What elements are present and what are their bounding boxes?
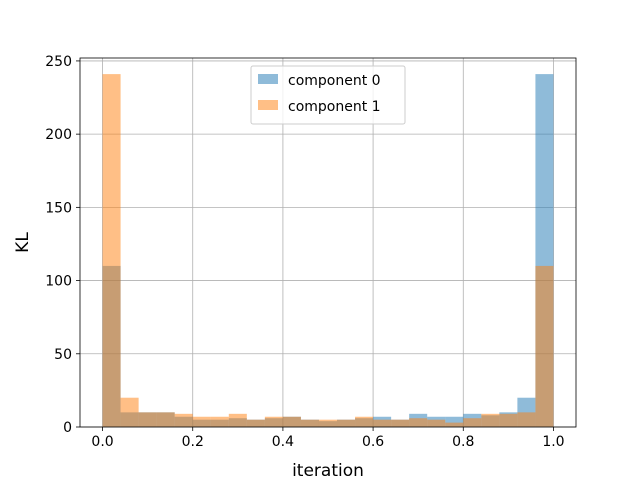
x-tick-label: 0.8 bbox=[452, 434, 474, 450]
bar-component-1 bbox=[535, 265, 554, 427]
bar-component-1 bbox=[264, 416, 283, 427]
legend: component 0 component 1 bbox=[250, 65, 406, 125]
bar-component-1 bbox=[481, 413, 500, 427]
bar-component-1 bbox=[282, 416, 301, 427]
y-tick-label: 150 bbox=[45, 200, 72, 216]
y-tick-label: 0 bbox=[63, 420, 72, 436]
x-tick-label: 1.0 bbox=[542, 434, 564, 450]
legend-label-component-0: component 0 bbox=[288, 73, 381, 89]
bar-component-1 bbox=[210, 416, 229, 427]
plot-frame bbox=[79, 57, 577, 428]
bar-component-1 bbox=[300, 419, 319, 427]
bar-component-1 bbox=[174, 413, 193, 427]
bar-component-1 bbox=[391, 419, 410, 427]
bar-component-1 bbox=[409, 418, 428, 427]
y-tick-label: 250 bbox=[45, 54, 72, 70]
bar-component-1 bbox=[463, 418, 482, 427]
x-tick-label: 0.6 bbox=[362, 434, 384, 450]
x-tick-label: 0.0 bbox=[91, 434, 113, 450]
bar-component-1 bbox=[373, 419, 392, 427]
x-tick-label: 0.4 bbox=[272, 434, 294, 450]
bars bbox=[102, 74, 554, 427]
bar-component-1 bbox=[228, 413, 247, 427]
x-tick-label: 0.2 bbox=[182, 434, 204, 450]
legend-swatch-component-1 bbox=[258, 100, 278, 110]
bar-component-0 bbox=[445, 416, 464, 427]
bar-component-1 bbox=[318, 419, 338, 427]
bar-component-1 bbox=[246, 419, 265, 427]
axis-ticks: 0.0 0.2 0.4 0.6 0.8 1.0 0 50 100 150 200 250 bbox=[45, 54, 564, 450]
bar-component-1 bbox=[337, 419, 356, 427]
bar-component-1 bbox=[156, 412, 175, 427]
legend-box bbox=[250, 65, 406, 125]
legend-swatch-component-0 bbox=[258, 74, 278, 84]
bar-component-1 bbox=[445, 422, 464, 427]
y-tick-label: 50 bbox=[54, 347, 72, 363]
bar-component-1 bbox=[517, 412, 536, 427]
y-tick-label: 200 bbox=[45, 127, 72, 143]
bar-component-1 bbox=[102, 74, 121, 427]
y-axis-label: KL bbox=[13, 232, 33, 253]
bar-component-1 bbox=[138, 412, 157, 427]
bar-component-1 bbox=[499, 413, 518, 427]
bar-component-1 bbox=[120, 397, 139, 427]
x-axis-label: iteration bbox=[292, 461, 364, 480]
bar-component-1 bbox=[427, 419, 446, 427]
legend-label-component-1: component 1 bbox=[288, 99, 381, 115]
bar-component-1 bbox=[192, 416, 211, 427]
bar-component-1 bbox=[355, 416, 374, 427]
y-tick-label: 100 bbox=[45, 274, 72, 290]
